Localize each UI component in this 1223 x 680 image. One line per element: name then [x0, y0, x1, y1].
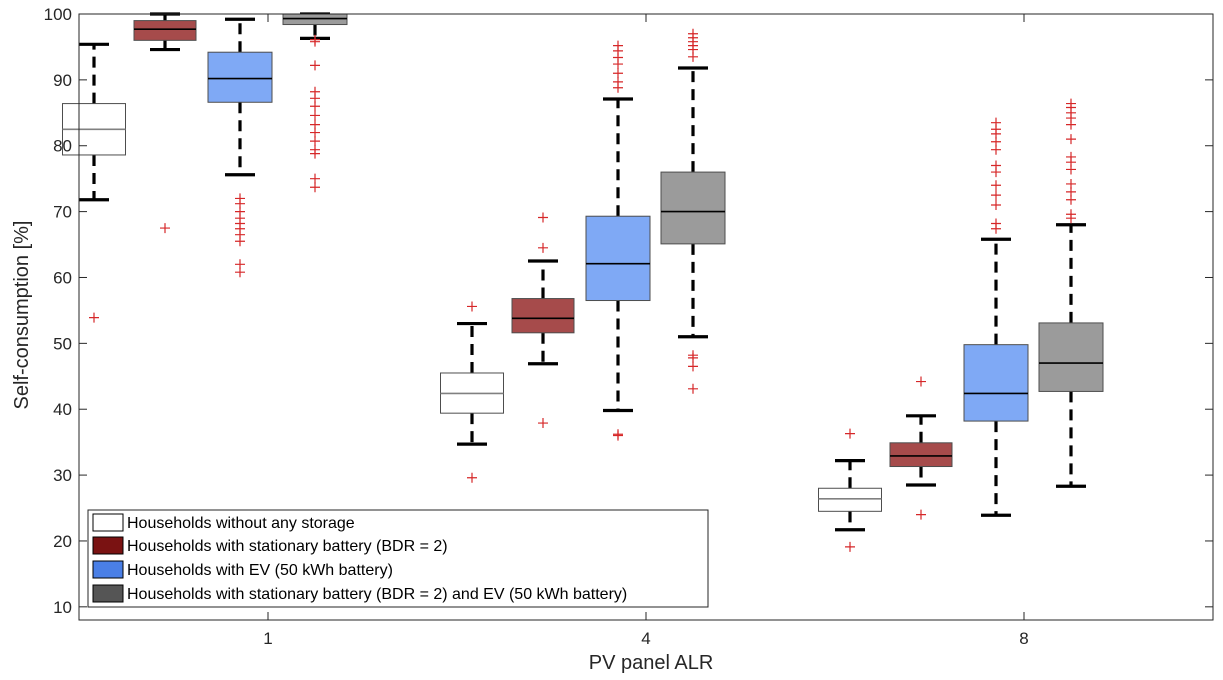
- outlier-point: [688, 361, 698, 372]
- outlier-point: [310, 60, 320, 71]
- outlier-point: [845, 541, 855, 552]
- outlier-point: [235, 267, 245, 278]
- outlier-point: [613, 82, 623, 93]
- outlier-point: [160, 223, 170, 234]
- plot-area: [62, 12, 1104, 552]
- x-tick-label: 1: [263, 629, 272, 648]
- legend-label-battery-and-ev: Households with stationary battery (BDR …: [127, 586, 627, 603]
- box-group: [889, 376, 953, 520]
- legend-label-ev: Households with EV (50 kWh battery): [127, 562, 393, 579]
- y-tick-label: 50: [53, 334, 72, 353]
- outlier-point: [991, 167, 1001, 178]
- y-tick-label: 90: [53, 71, 72, 90]
- box-group: [62, 42, 126, 323]
- y-tick-label: 80: [53, 137, 72, 156]
- box-group: [660, 28, 726, 394]
- outlier-point: [613, 430, 623, 441]
- legend: Households without any storage Household…: [87, 509, 709, 608]
- outlier-point: [688, 383, 698, 394]
- legend-swatch-ev: [92, 560, 124, 579]
- y-tick-label: 70: [53, 203, 72, 222]
- outlier-point: [310, 182, 320, 193]
- legend-frame: [87, 509, 709, 608]
- y-axis-label: Self-consumption [%]: [11, 221, 33, 410]
- box-group: [1038, 98, 1104, 488]
- outlier-point: [688, 51, 698, 62]
- outlier-point: [538, 418, 548, 429]
- outlier-point: [916, 509, 926, 520]
- outlier-point: [310, 148, 320, 159]
- box: [818, 487, 882, 512]
- axes: 10 20 30 40 50 60 70 80 90 100 1 4 8: [44, 5, 1214, 648]
- y-tick-label: 60: [53, 268, 72, 287]
- legend-label-no-storage: Households without any storage: [127, 515, 355, 532]
- outlier-point: [467, 301, 477, 312]
- outlier-point: [613, 59, 623, 70]
- outlier-point: [991, 144, 1001, 155]
- box: [889, 442, 953, 468]
- box-group: [440, 301, 504, 483]
- outlier-point: [310, 110, 320, 121]
- box: [207, 51, 273, 103]
- y-tick-label: 30: [53, 466, 72, 485]
- outlier-point: [991, 200, 1001, 211]
- outlier-point: [89, 312, 99, 323]
- box-group: [207, 17, 273, 278]
- outlier-point: [1066, 164, 1076, 175]
- x-axis-label: PV panel ALR: [589, 652, 714, 674]
- box: [511, 298, 575, 334]
- outlier-point: [613, 68, 623, 79]
- outlier-point: [1066, 134, 1076, 145]
- outlier-point: [310, 101, 320, 112]
- legend-swatch-stationary-battery: [92, 536, 124, 555]
- outlier-point: [310, 36, 320, 47]
- outlier-point: [991, 180, 1001, 191]
- outlier-point: [538, 242, 548, 253]
- box-group: [963, 117, 1029, 517]
- outlier-point: [1066, 119, 1076, 130]
- outlier-point: [916, 376, 926, 387]
- box: [1038, 322, 1104, 392]
- x-tick-label: 4: [641, 629, 650, 648]
- y-tick-label: 20: [53, 532, 72, 551]
- box-group: [133, 12, 197, 234]
- x-tick-label: 8: [1019, 629, 1028, 648]
- outlier-point: [310, 136, 320, 147]
- legend-label-stationary-battery: Households with stationary battery (BDR …: [127, 538, 448, 555]
- outlier-point: [688, 352, 698, 363]
- box: [133, 20, 197, 41]
- outlier-point: [538, 212, 548, 223]
- outlier-point: [991, 190, 1001, 201]
- box-group: [511, 212, 575, 429]
- box: [660, 171, 726, 245]
- outlier-point: [845, 428, 855, 439]
- legend-swatch-no-storage: [92, 513, 124, 532]
- outlier-point: [310, 173, 320, 184]
- box: [963, 344, 1029, 422]
- outlier-point: [1066, 194, 1076, 205]
- y-tick-label: 40: [53, 400, 72, 419]
- legend-swatch-battery-and-ev: [92, 584, 124, 603]
- box-group: [282, 12, 348, 193]
- outlier-point: [1066, 213, 1076, 224]
- outlier-point: [467, 472, 477, 483]
- box-group: [585, 40, 651, 441]
- box-group: [818, 428, 882, 552]
- outlier-point: [310, 127, 320, 138]
- box: [585, 215, 651, 302]
- y-tick-label: 10: [53, 598, 72, 617]
- y-tick-label: 100: [44, 5, 72, 24]
- outlier-point: [991, 223, 1001, 234]
- outlier-point: [235, 236, 245, 247]
